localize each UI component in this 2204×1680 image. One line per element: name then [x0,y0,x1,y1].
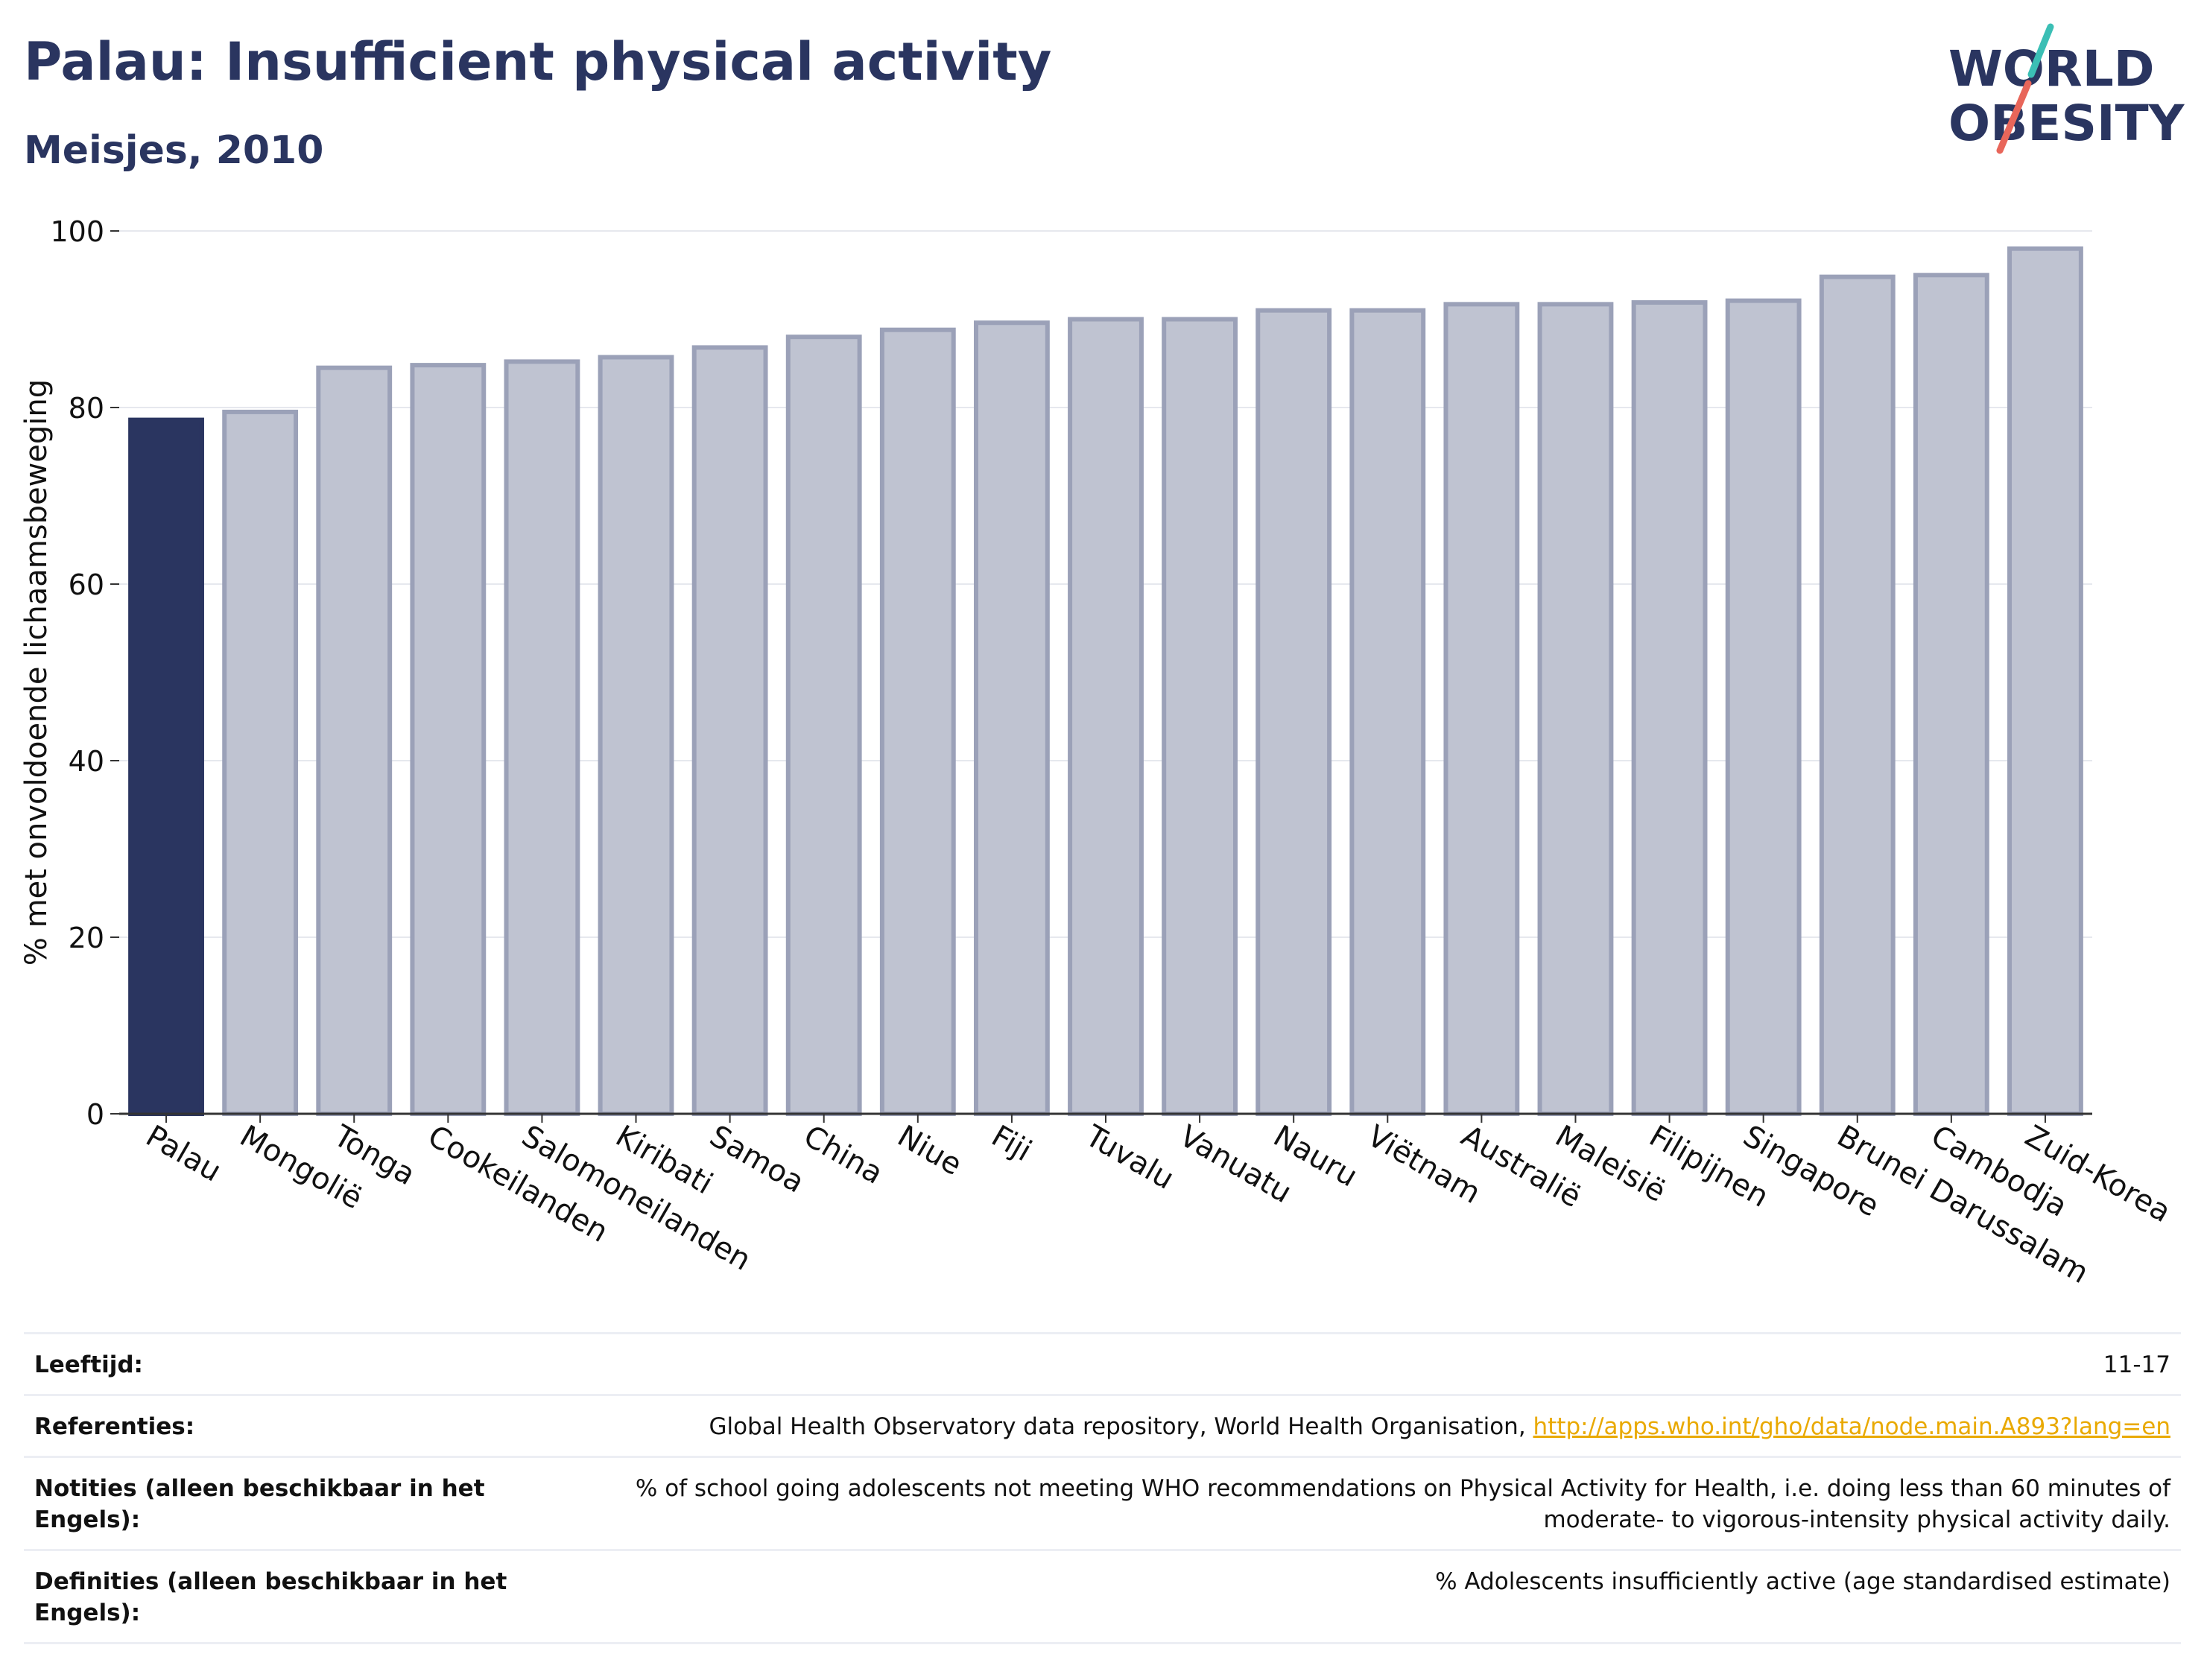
bar-kiribati[interactable] [598,355,674,1116]
info-table: Leeftijd: 11-17 Referenties: Global Heal… [24,1332,2181,1644]
bar-fiji[interactable] [973,320,1050,1117]
notes-value: % of school going adolescents not meetin… [635,1475,2170,1533]
y-tick-label: 80 [69,392,104,425]
bar-zuid-korea[interactable] [2007,246,2083,1117]
bar-salomoneilanden[interactable] [504,359,580,1116]
notes-label: Notities (alleen beschikbaar in het Enge… [34,1475,485,1533]
x-tick-label: Samoa [704,1119,810,1200]
bar-cookeilanden[interactable] [410,363,487,1116]
logo-line1: WORLD [1948,40,2155,98]
bar-vanuatu[interactable] [1162,317,1238,1116]
chart-subtitle: Meisjes, 2010 [24,128,324,173]
logo-red-stroke [1996,80,2032,154]
bar-vi-tnam[interactable] [1349,308,1426,1116]
x-tick-label: Fiji [986,1119,1037,1169]
bar-samoa[interactable] [691,345,768,1116]
bar-tonga[interactable] [316,365,393,1117]
bars [128,246,2083,1117]
definitions-label: Definities (alleen beschikbaar in het En… [34,1568,507,1626]
y-axis-label: % met onvoldoende lichaamsbeweging [19,379,54,966]
bar-china[interactable] [785,335,862,1117]
bar-tuvalu[interactable] [1068,317,1144,1116]
info-row-definitions: Definities (alleen beschikbaar in het En… [24,1549,2181,1644]
world-obesity-logo: WORLD OBESITY [1948,23,2185,154]
bar-mongoli-[interactable] [222,409,299,1116]
chart-title: Palau: Insufficient physical activity [24,31,1052,92]
y-tick-label: 60 [69,568,104,601]
y-tick-label: 40 [69,745,104,778]
logo-teal-stroke [2027,23,2054,78]
info-row-notes: Notities (alleen beschikbaar in het Enge… [24,1456,2181,1549]
y-tick-label: 20 [69,922,104,954]
logo-line2: OBESITY [1948,95,2185,152]
age-label: Leeftijd: [34,1351,143,1378]
references-label: Referenties: [34,1413,195,1440]
bar-australi-[interactable] [1443,302,1520,1117]
bar-brunei-darussalam[interactable] [1819,274,1896,1117]
bar-nauru[interactable] [1255,308,1332,1116]
age-value: 11-17 [2103,1351,2170,1378]
definitions-value: % Adolescents insufficiently active (age… [1435,1568,2170,1595]
bar-niue[interactable] [879,327,956,1117]
bar-cambodja[interactable] [1913,273,1989,1116]
bar-singapore[interactable] [1725,298,1802,1117]
bar-palau[interactable] [128,417,204,1116]
y-tick-labels: 0 20 40 60 80 100 [50,215,119,1131]
references-text: Global Health Observatory data repositor… [709,1413,1533,1440]
bar-filipijnen[interactable] [1631,299,1708,1117]
x-tick-label: Palau [140,1119,227,1189]
y-tick-label: 0 [86,1098,104,1131]
x-tick-label: China [798,1119,889,1191]
bar-maleisi-[interactable] [1537,302,1614,1117]
y-tick-label: 100 [50,215,104,248]
x-tick-label: Niue [892,1119,968,1182]
x-tick-label: Tuvalu [1079,1118,1179,1196]
info-row-age: Leeftijd: 11-17 [24,1332,2181,1394]
references-link[interactable]: http://apps.who.int/gho/data/node.main.A… [1533,1413,2170,1440]
info-row-references: Referenties: Global Health Observatory d… [24,1394,2181,1456]
references-value: Global Health Observatory data repositor… [511,1411,2170,1442]
